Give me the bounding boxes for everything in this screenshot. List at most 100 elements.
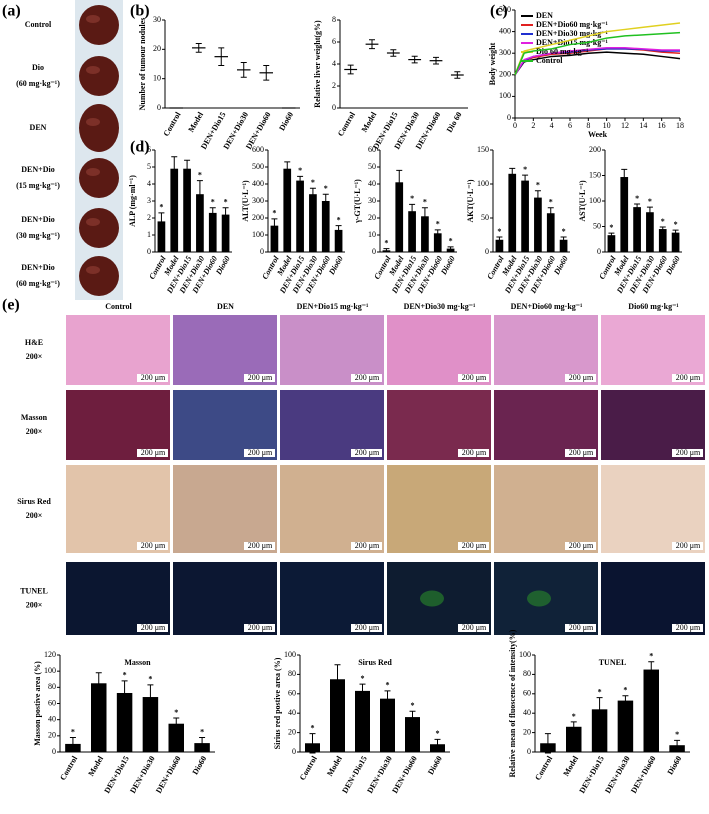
liver-highlight [86, 15, 100, 23]
y-tick-label: 1 [147, 230, 151, 239]
x-tick-label: DEN+Dio30 [365, 754, 394, 794]
legend-label: DEN+Dio15 mg·kg⁻¹ [536, 38, 608, 47]
error-bar [396, 169, 403, 195]
y-tick-label: 0 [485, 247, 489, 256]
x-tick-label: DEN+Dio15 [102, 754, 131, 794]
significance: * [361, 674, 365, 683]
legend-label: Dio 60 mg·kg⁻¹ [536, 47, 589, 56]
panel-label: (c) [490, 3, 508, 20]
x-tick-label: Dio60 [666, 754, 684, 776]
liver-label: DEN+Dio [21, 263, 54, 272]
significance: * [298, 166, 302, 175]
y-tick-label: 4 [147, 179, 151, 188]
error-bar [384, 690, 391, 707]
error-bar [560, 236, 567, 243]
significance: * [436, 220, 440, 229]
significance: * [159, 203, 163, 212]
scale-bar-bg [137, 374, 168, 382]
error-bar [240, 62, 247, 78]
x-tick-label: 16 [658, 121, 666, 130]
x-tick-label: Control [298, 754, 319, 782]
x-tick-label: Model [325, 754, 344, 778]
error-bar [634, 203, 641, 211]
x-tick-label: DEN+Dio60 [390, 754, 419, 794]
x-tick-label: Model [86, 754, 105, 778]
y-axis-label: Relative liver weight(g%) [313, 20, 322, 108]
y-axis-label: Sirius red postive area (%) [273, 657, 282, 749]
y-tick-label: 300 [499, 48, 511, 57]
y-tick-label: 30 [368, 196, 376, 205]
bar [408, 211, 416, 252]
error-bar [309, 187, 316, 201]
x-tick-label: Control [162, 110, 183, 138]
scale-bar-bg [458, 374, 489, 382]
scale-bar-bg [244, 542, 275, 550]
error-bar [433, 56, 439, 65]
error-bar [309, 733, 316, 754]
micrograph [601, 465, 705, 553]
bar [334, 229, 343, 252]
y-tick-label: 0 [332, 103, 336, 112]
y-tick-label: 6 [147, 145, 151, 154]
significance: * [174, 708, 178, 717]
scale-bar-label: 200 μm [569, 541, 594, 550]
y-tick-label: 100 [519, 650, 531, 659]
y-tick-label: 40 [368, 179, 376, 188]
error-bar [322, 193, 329, 209]
y-axis-label: AKT(U·L⁻¹) [466, 179, 475, 222]
error-bar [447, 246, 454, 251]
y-tick-label: 2 [147, 213, 151, 222]
scale-bar-bg [565, 624, 596, 632]
error-bar [369, 39, 375, 50]
scale-bar-label: 200 μm [141, 623, 166, 632]
significance: * [71, 727, 75, 736]
error-bar [646, 206, 653, 218]
micrograph [173, 390, 277, 460]
scale-bar-label: 200 μm [462, 541, 487, 550]
micrograph [173, 562, 277, 635]
bar [91, 683, 107, 752]
error-bar [608, 232, 615, 238]
error-bar [411, 55, 418, 64]
y-tick-label: 120 [44, 650, 56, 659]
liver-photo [79, 256, 119, 296]
significance: * [536, 181, 540, 190]
error-bar [674, 739, 681, 751]
significance: * [598, 688, 602, 697]
y-axis-label: ALP (mg·ml⁻¹) [128, 175, 137, 227]
significance: * [123, 671, 127, 680]
y-tick-label: 0 [292, 747, 296, 756]
y-axis-label: AST(U·L⁻¹) [578, 180, 587, 222]
bar [196, 194, 204, 252]
bar [183, 168, 191, 252]
x-tick-label: Model [186, 110, 205, 134]
scale-bar-bg [244, 624, 275, 632]
significance: * [324, 184, 328, 193]
y-axis-label: Body weight [488, 42, 497, 85]
error-bar [648, 661, 655, 678]
panel-label: (e) [2, 297, 20, 314]
bar [617, 700, 634, 752]
bar [395, 182, 404, 252]
significance: * [649, 652, 653, 661]
x-tick-label: DEN+Dio60 [629, 754, 658, 794]
x-tick-label: Control [336, 110, 357, 138]
y-tick-label: 20 [288, 727, 296, 736]
bar [433, 233, 442, 252]
bar [421, 216, 429, 252]
scale-bar-label: 200 μm [569, 373, 594, 382]
bar [607, 235, 616, 252]
significance: * [623, 686, 627, 695]
micrograph [66, 390, 170, 460]
scale-bar-bg [565, 449, 596, 457]
micrograph [601, 390, 705, 460]
liver-photo [79, 5, 119, 45]
y-tick-label: 5 [147, 162, 151, 171]
micrograph [66, 465, 170, 553]
bar [566, 726, 582, 752]
y-tick-label: 50 [481, 213, 489, 222]
liver-photo [79, 56, 119, 96]
scale-bar-bg [458, 542, 489, 550]
y-axis-label: Masson postive area (%) [33, 661, 42, 746]
column-label: DEN+Dio60 mg·kg⁻¹ [511, 302, 583, 311]
